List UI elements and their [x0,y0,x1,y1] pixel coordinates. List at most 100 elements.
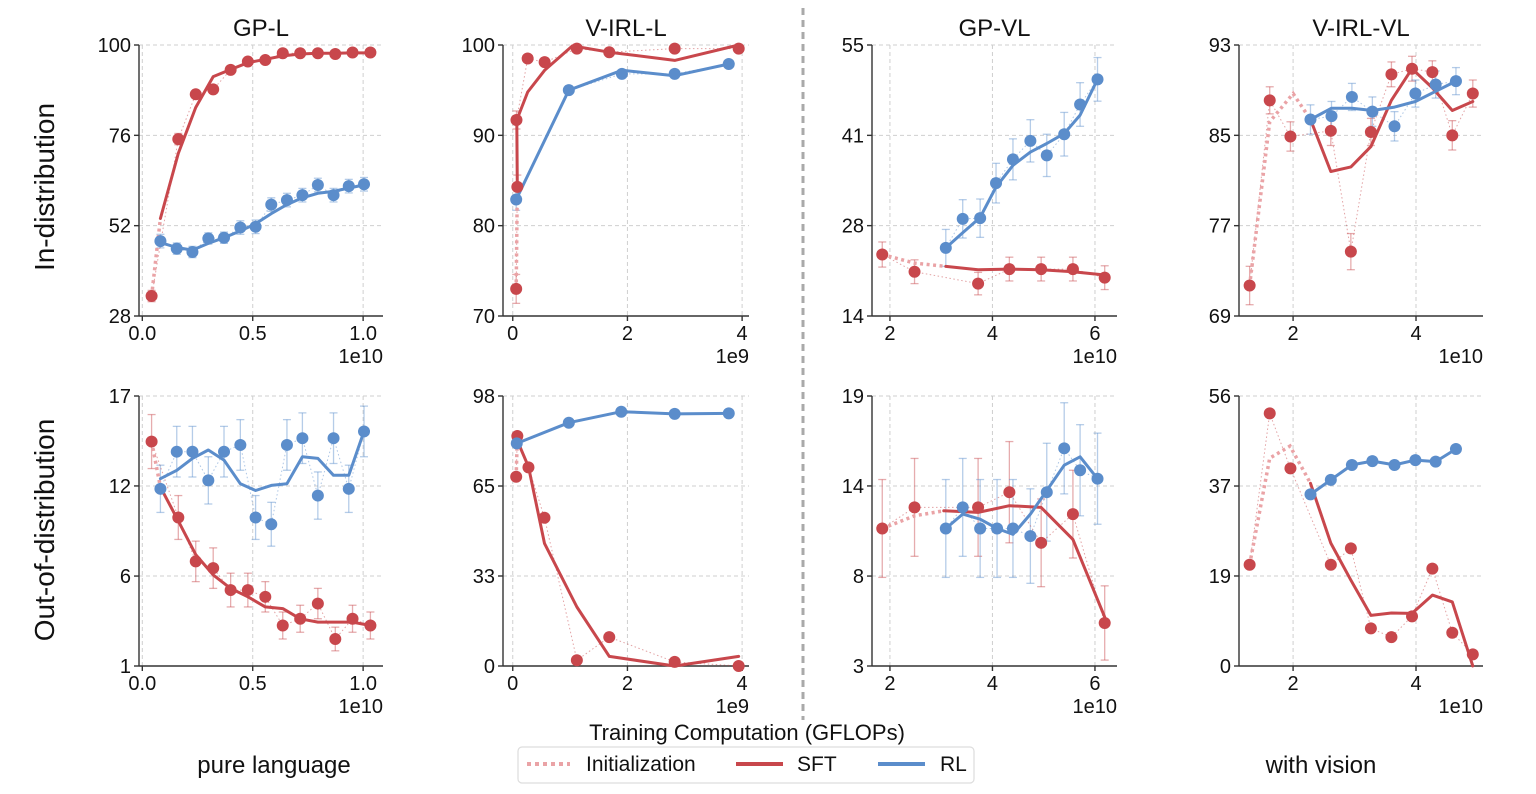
y-tick-label: 28 [109,306,131,328]
y-tick-label: 76 [109,125,131,147]
rl-point [311,179,324,192]
y-tick-label: 3 [853,656,864,678]
sft-point [1263,94,1276,107]
y-tick-label: 100 [462,35,495,57]
y-tick-label: 56 [1209,386,1231,408]
sft-raw-connector [151,52,371,297]
sft-point [1364,125,1377,138]
rl-points [154,425,371,531]
x-tick-label: 2 [1288,323,1299,345]
sft-point [1098,271,1111,284]
sft-point [668,655,681,668]
sft-line [1309,481,1475,668]
y-tick-label: 28 [842,216,864,238]
legend-rl-label: RL [940,753,967,776]
sft-point [224,584,237,597]
rl-point [615,67,628,80]
y-tick-label: 65 [473,476,495,498]
rl-point [562,84,575,97]
sft-point [876,522,889,535]
y-tick-label: 52 [109,216,131,238]
sft-point [1003,263,1016,276]
x-tick-label: 0.0 [128,323,156,345]
sft-point [603,46,616,59]
grid [503,44,749,317]
x-tick-label: 2 [622,323,633,345]
panel-in-dist-3: V-IRL-VL 69 77 85 93 2 4 1e10 [1209,15,1483,368]
initialization-line [881,509,945,531]
sft-point [1364,622,1377,635]
sft-point [241,584,254,597]
legend-sft-label: SFT [797,753,837,776]
x-offset-label: 1e10 [1073,346,1118,368]
sft-point [972,501,985,514]
sft-point [1406,610,1419,623]
rl-point [311,489,324,502]
panel-title: V-IRL-VL [1312,15,1409,42]
sft-point [732,42,745,55]
rl-points [1304,75,1462,133]
rl-points [510,405,735,450]
sft-point [1098,616,1111,629]
sft-point [510,470,523,483]
sft-point [1446,129,1459,142]
rl-point [265,518,278,531]
rl-point [265,198,278,211]
rl-points [939,73,1104,254]
y-tick-label: 98 [473,386,495,408]
x-tick-label: 1.0 [349,673,377,695]
rl-point [327,189,340,202]
rl-point [615,405,628,418]
rl-point [296,189,309,202]
rl-point [990,177,1003,190]
x-offset-label: 1e9 [716,346,749,368]
x-offset-label: 1e10 [339,696,384,718]
rl-point [1324,473,1337,486]
sft-point [311,47,324,60]
panel-ood-3: 0 19 37 56 2 4 1e10 [1209,386,1483,718]
sft-raw-connector [151,441,371,640]
x-tick-label: 0 [507,673,518,695]
rl-point [202,474,215,487]
x-tick-label: 2 [1288,673,1299,695]
y-tick-label: 0 [484,656,495,678]
x-tick-label: 4 [1410,673,1421,695]
sft-point [172,511,185,524]
y-tick-label: 55 [842,35,864,57]
rl-point [1024,134,1037,147]
sft-point [1035,536,1048,549]
rl-error-bars [941,402,1102,584]
sft-error-bars [147,413,375,652]
sft-point [603,631,616,644]
rl-point [974,522,987,535]
x-tick-label: 4 [737,673,748,695]
rl-points [1304,443,1462,501]
x-tick-label: 4 [737,323,748,345]
sft-point [145,435,158,448]
initialization-line [1247,90,1312,286]
y-tick-label: 8 [853,566,864,588]
sft-point [538,511,551,524]
rl-points [154,178,371,259]
sft-point [1284,462,1297,475]
rl-point [358,178,371,191]
sft-points [876,486,1111,629]
sft-point [521,52,534,65]
sft-line [942,504,1107,619]
sft-point [1284,130,1297,143]
sft-point [668,42,681,55]
x-tick-label: 6 [1089,673,1100,695]
rl-point [510,193,523,206]
sft-point [207,83,220,96]
group-label-with-vision: with vision [1265,752,1377,779]
grid [139,395,383,667]
sft-point [1446,626,1459,639]
rl-point [327,432,340,445]
sft-point [224,63,237,76]
sft-point [311,597,324,610]
rl-point [562,416,575,429]
sft-point [510,113,523,126]
sft-raw-connector [515,48,739,289]
sft-point [1243,279,1256,292]
